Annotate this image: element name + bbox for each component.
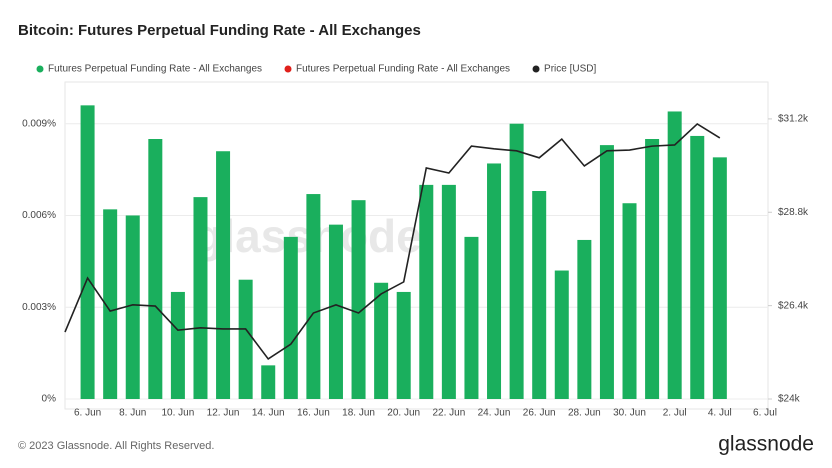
bar [464,236,479,399]
bar [712,157,727,399]
bar [441,184,456,399]
bar [261,365,276,399]
x-tick-label: 22. Jun [432,408,465,419]
x-tick-label: 24. Jun [478,408,511,419]
bar [509,123,524,400]
bar [80,105,95,400]
x-tick-label: 28. Jun [568,408,601,419]
bar [283,236,298,399]
bar [622,203,637,399]
y2-tick-label: $26.4k [778,300,809,311]
bar [577,239,592,399]
legend-marker [532,65,540,73]
bar [667,111,682,400]
copyright: © 2023 Glassnode. All Rights Reserved. [18,440,214,452]
y-tick-label: 0.009% [22,118,56,129]
bar [328,224,343,399]
bar [532,191,547,399]
bar [193,197,208,399]
bar [374,282,389,399]
bar [148,139,163,399]
x-tick-label: 12. Jun [207,408,240,419]
x-tick-label: 30. Jun [613,408,646,419]
bar [645,139,660,399]
bar [690,135,705,400]
legend-marker [284,65,292,73]
x-tick-label: 16. Jun [297,408,330,419]
legend-label: Futures Perpetual Funding Rate - All Exc… [296,64,510,75]
y2-tick-label: $24k [778,394,801,405]
x-tick-label: 4. Jul [708,408,732,419]
bar [487,163,502,399]
bar [306,194,321,399]
x-tick-label: 18. Jun [342,408,375,419]
price-line [64,122,721,361]
y-tick-label: 0.003% [22,302,56,313]
bar [599,145,614,399]
bar [170,291,185,399]
legend-label: Futures Perpetual Funding Rate - All Exc… [48,64,262,75]
x-tick-label: 20. Jun [387,408,420,419]
bar [238,279,253,399]
x-tick-label: 2. Jul [663,408,687,419]
bar [103,209,118,399]
bar [125,215,140,399]
x-tick-label: 8. Jun [119,408,146,419]
x-tick-label: 26. Jun [523,408,556,419]
legend-marker [36,65,44,73]
logo: glassnode [718,433,814,456]
y2-tick-label: $31.2k [778,114,809,125]
x-tick-label: 10. Jun [161,408,194,419]
y2-tick-label: $28.8k [778,207,809,218]
bar [216,151,231,399]
bar [351,200,366,399]
y-tick-label: 0.006% [22,210,56,221]
x-tick-label: 6. Jul [753,408,777,419]
x-tick-label: 6. Jun [74,408,101,419]
y-tick-label: 0% [42,394,57,405]
bar [554,270,569,399]
chart-title: Bitcoin: Futures Perpetual Funding Rate … [18,22,421,39]
bar [396,291,411,399]
legend-label: Price [USD] [544,64,596,75]
bar [419,184,434,399]
x-tick-label: 14. Jun [252,408,285,419]
plot-frame [64,81,769,410]
